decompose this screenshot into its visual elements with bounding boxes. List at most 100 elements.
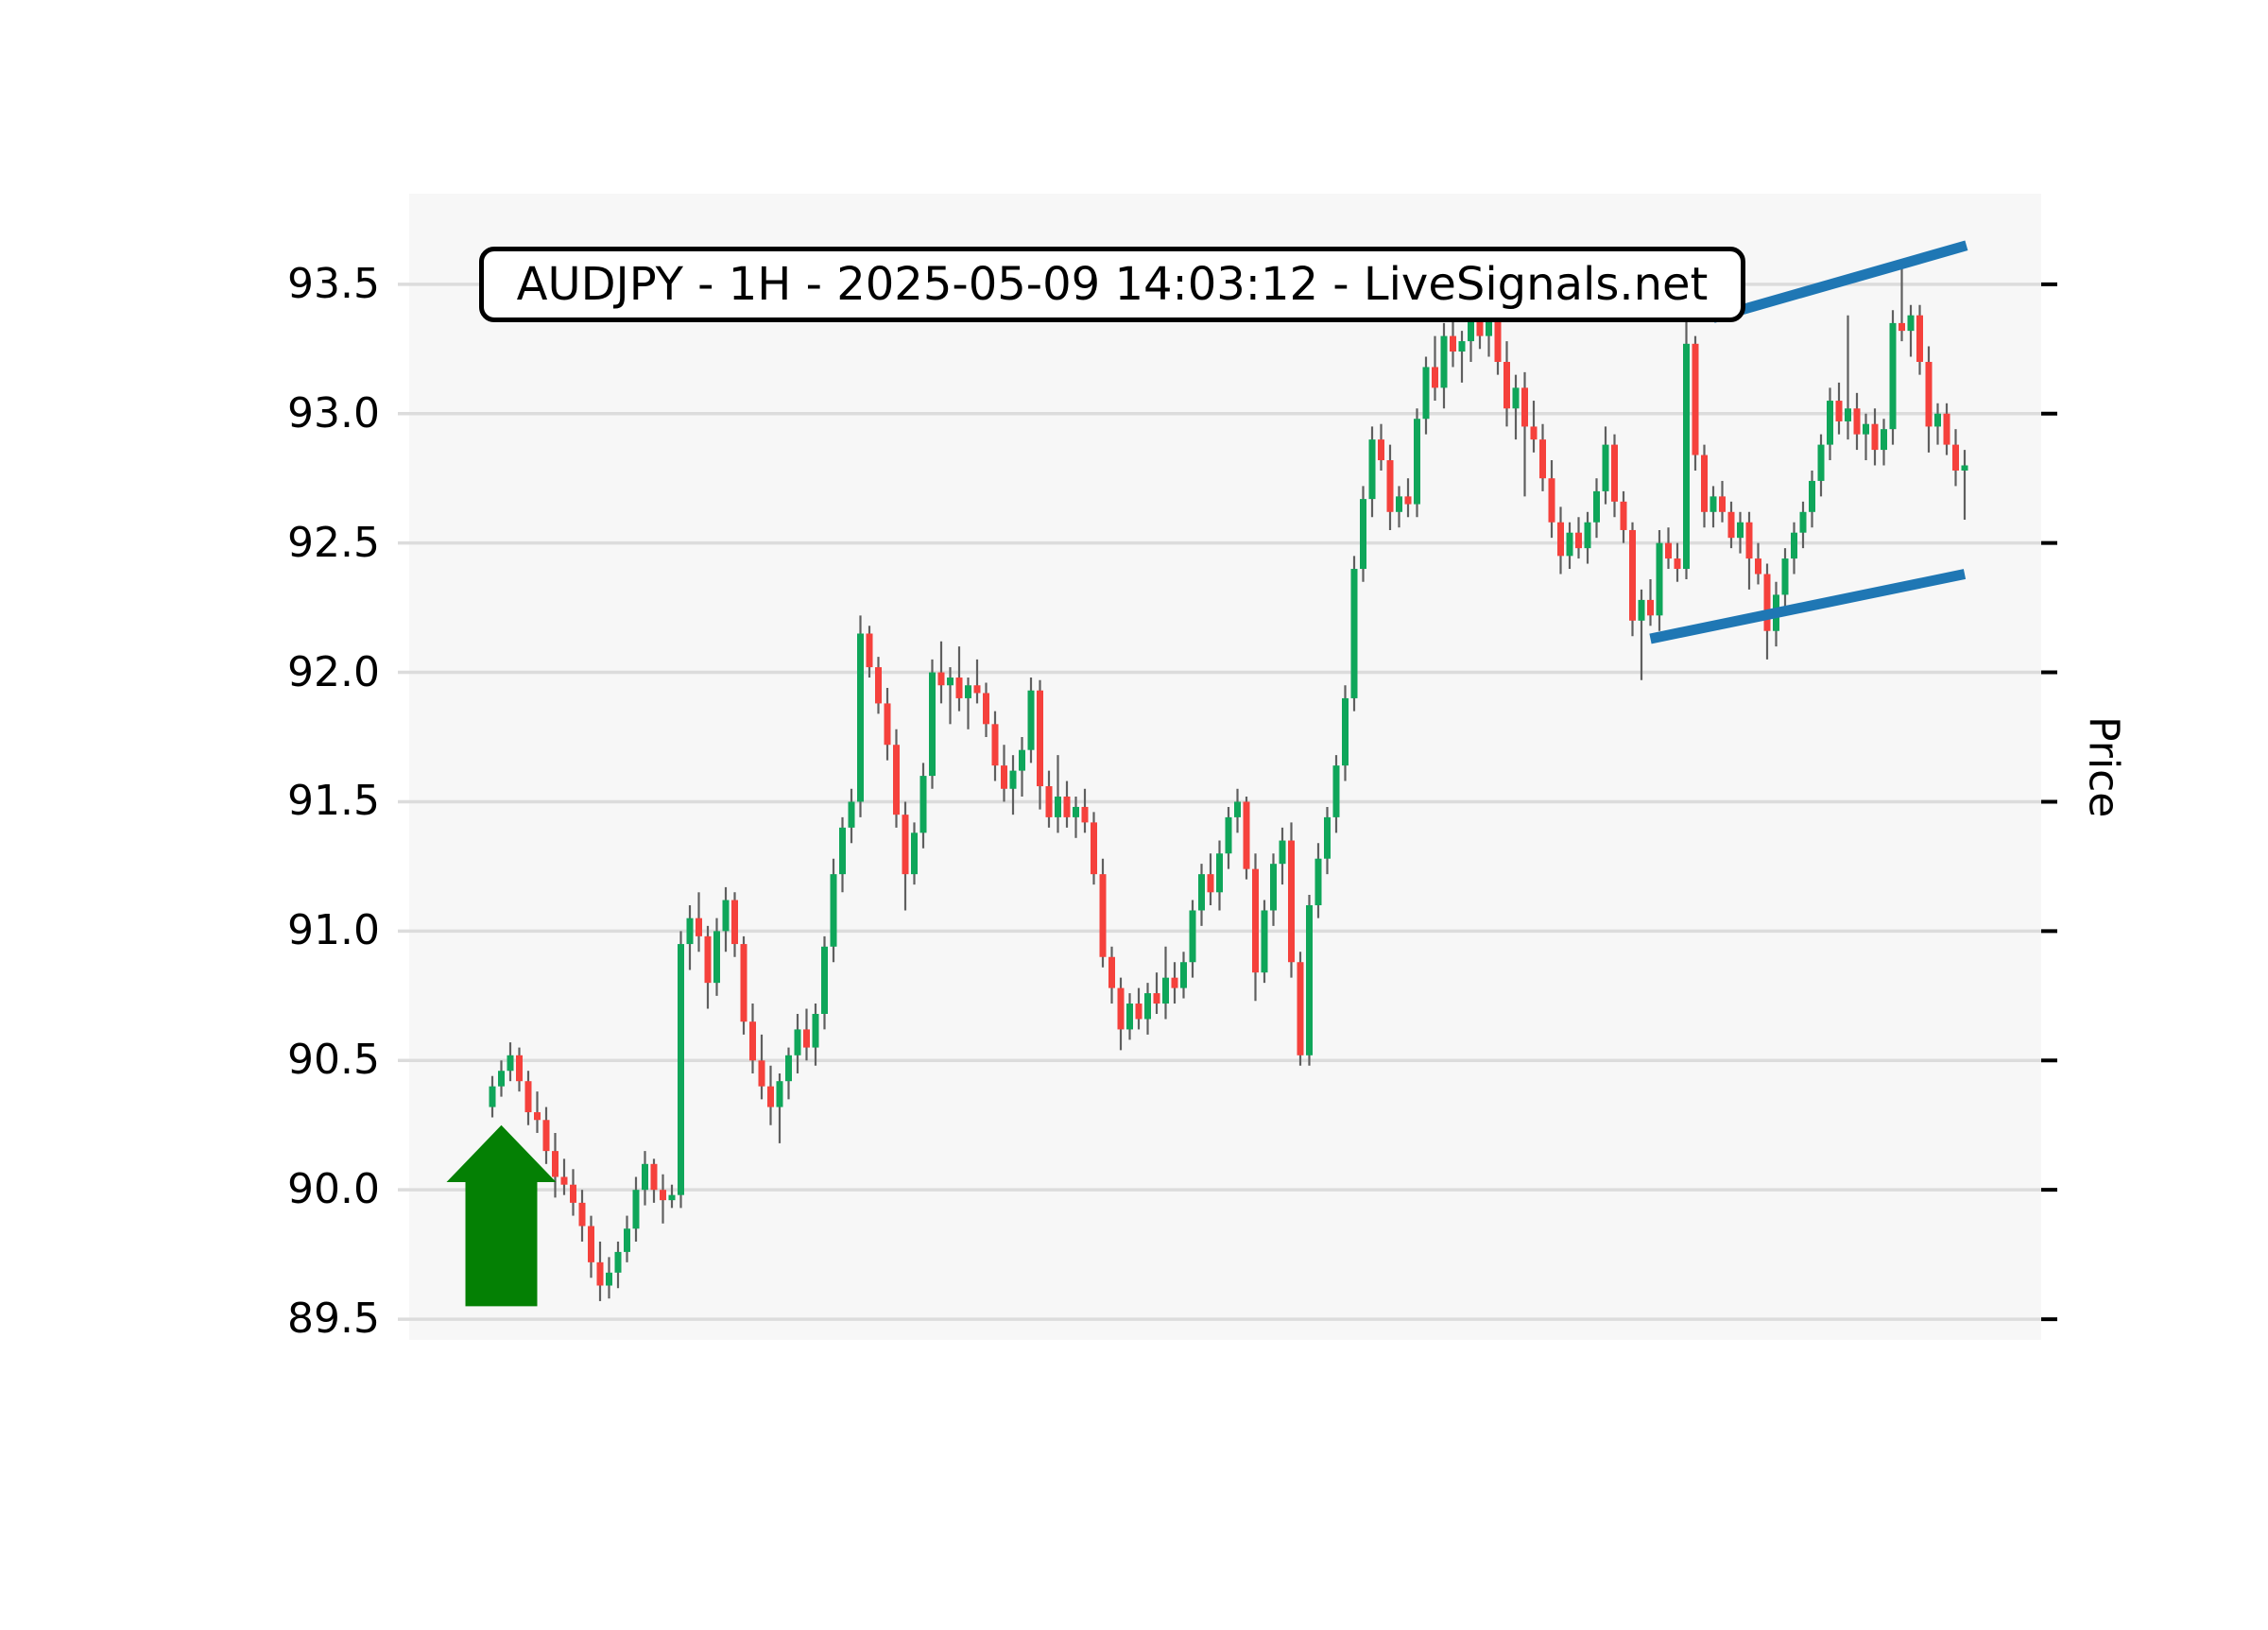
candle-body: [1350, 569, 1358, 698]
candle-body: [1162, 977, 1169, 1004]
candle-body: [1270, 864, 1277, 911]
candle-body: [1332, 765, 1340, 817]
candle-body: [1198, 874, 1205, 911]
buy-signal-arrow-icon: [446, 1124, 557, 1307]
candle-body: [830, 874, 837, 947]
candle-body: [1925, 361, 1933, 427]
candle-body: [1809, 480, 1815, 512]
candle-body: [713, 931, 720, 984]
candle-body: [507, 1055, 514, 1072]
candle-body: [749, 1021, 756, 1061]
candle-body: [1817, 444, 1825, 481]
candle-body: [991, 724, 999, 766]
chart-title: AUDJPY - 1H - 2025-05-09 14:03:12 - Live…: [516, 258, 1709, 311]
candle-body: [812, 1013, 819, 1048]
candle-body: [1486, 320, 1492, 336]
candle-body: [596, 1261, 604, 1286]
candle-body: [1091, 822, 1097, 875]
candle-body: [1503, 361, 1510, 409]
candle-body: [660, 1190, 666, 1201]
candle-body: [1045, 786, 1053, 817]
candle-body: [534, 1112, 541, 1121]
candle-body: [1827, 401, 1833, 445]
candle-body: [983, 693, 989, 725]
candle-body: [1458, 341, 1466, 352]
candle-body: [1135, 1004, 1143, 1020]
candle-body: [1934, 413, 1941, 427]
candle-body: [1889, 322, 1897, 430]
candle-body: [1422, 367, 1430, 420]
candle-body: [1225, 816, 1232, 854]
candle-body: [1629, 529, 1636, 621]
candle-body: [1512, 387, 1520, 409]
candle-body: [1019, 749, 1025, 771]
candle-body: [1126, 1004, 1133, 1030]
candle-body: [1180, 962, 1187, 988]
y-tick-label: 91.0: [287, 906, 380, 955]
candle-body: [1207, 874, 1214, 893]
candle-body: [1243, 801, 1250, 869]
candle-body: [1853, 408, 1861, 435]
candle-body: [893, 745, 900, 815]
candle-body: [1288, 840, 1295, 963]
candle-body: [919, 776, 927, 833]
candle-body: [1593, 490, 1600, 523]
candle-body: [696, 918, 702, 936]
candle-body: [570, 1184, 576, 1203]
trendlines: [1649, 240, 1968, 644]
candle-body: [1476, 315, 1484, 336]
candle-body: [1144, 993, 1151, 1020]
candle-body: [965, 685, 971, 698]
y-axis-title: Price: [2079, 715, 2128, 818]
candle-body: [1063, 796, 1071, 817]
candle-body: [632, 1190, 640, 1229]
candle-body: [1108, 956, 1115, 988]
candle-body: [911, 832, 918, 875]
candle-body: [1952, 444, 1959, 471]
candle-body: [776, 1081, 783, 1107]
candle-body: [794, 1029, 801, 1055]
candle-body: [1342, 697, 1349, 766]
candle-body: [929, 672, 936, 777]
candle-body: [1521, 387, 1528, 427]
candle-body: [1566, 532, 1573, 557]
candle-body: [1234, 801, 1241, 817]
candle-body: [1737, 522, 1744, 539]
candle-body: [884, 703, 891, 746]
candle-body: [524, 1081, 532, 1113]
candle-body: [1620, 501, 1627, 530]
candle-body: [1755, 558, 1761, 575]
candle-body: [1494, 320, 1502, 362]
candle-body: [1009, 770, 1017, 789]
candle-body: [1324, 816, 1331, 859]
candle-body: [1171, 977, 1178, 988]
candle-body: [803, 1029, 810, 1048]
candle-body: [1539, 439, 1546, 479]
candle-body: [1099, 874, 1107, 957]
y-tick-label: 90.5: [287, 1036, 380, 1085]
candle-body: [1037, 690, 1043, 787]
candle-body: [1584, 522, 1591, 549]
candle-body: [1432, 367, 1438, 388]
candle-body: [902, 815, 909, 875]
candle-body: [1763, 574, 1771, 631]
candle-body: [1252, 868, 1259, 973]
candle-body: [1611, 444, 1618, 502]
candle-body: [1153, 993, 1160, 1004]
candle-body: [973, 685, 981, 694]
candles: [489, 268, 1968, 1301]
candle-body: [1683, 343, 1690, 570]
candle-body: [1378, 439, 1384, 461]
candle-body: [614, 1251, 622, 1273]
candle-body: [1557, 522, 1564, 557]
candle-body: [1791, 532, 1797, 559]
y-tick-label: 91.5: [287, 777, 380, 826]
candle-body: [955, 678, 963, 698]
candle-body: [848, 801, 855, 828]
candle-body: [1001, 765, 1007, 789]
candle-body: [1279, 840, 1286, 865]
candle-body: [1404, 496, 1412, 505]
candle-body: [606, 1272, 612, 1286]
candle-body: [1656, 542, 1663, 616]
